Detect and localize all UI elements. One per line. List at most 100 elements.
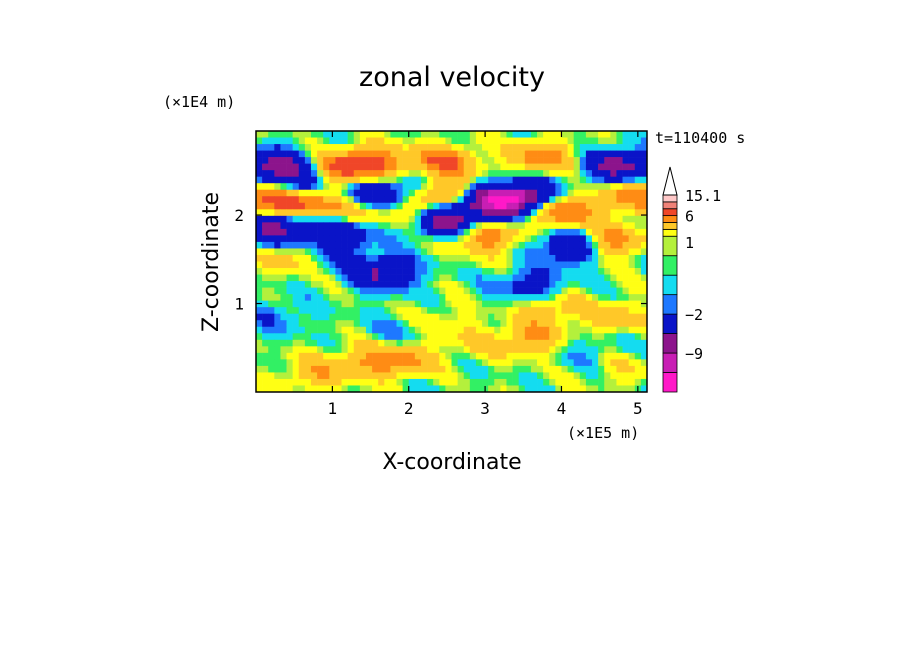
field-cell [610, 333, 617, 341]
field-cell [573, 254, 581, 262]
field-cell [372, 137, 379, 145]
field-cell [286, 202, 293, 210]
field-cell [396, 372, 403, 380]
field-cell [628, 261, 636, 269]
field-cell [488, 163, 495, 171]
field-cell [494, 215, 501, 223]
field-cell [457, 333, 465, 341]
field-cell [524, 346, 532, 354]
field-cell [628, 209, 636, 217]
field-cell [549, 385, 556, 392]
field-cell [445, 333, 452, 341]
field-cell [579, 268, 587, 275]
field-cell [408, 215, 416, 223]
field-cell [323, 228, 330, 236]
field-cell [457, 235, 465, 243]
field-cell [433, 339, 440, 347]
field-cell [292, 235, 300, 243]
field-cell [372, 294, 379, 301]
field-cell [604, 189, 611, 197]
field-cell [292, 339, 300, 347]
field-cell [469, 274, 477, 282]
field-cell [512, 339, 520, 347]
field-cell [524, 385, 532, 392]
field-cell [579, 274, 587, 282]
field-cell [549, 346, 556, 354]
field-cell [280, 144, 287, 151]
field-cell [579, 157, 587, 164]
field-cell [384, 215, 391, 223]
field-cell [292, 326, 300, 334]
field-cell [256, 144, 263, 151]
field-cell [500, 365, 507, 373]
field-cell [286, 359, 293, 367]
field-cell [518, 202, 526, 210]
field-cell [347, 144, 355, 151]
field-cell [427, 326, 434, 334]
field-cell [262, 137, 269, 145]
field-cell [427, 202, 434, 210]
field-cell [518, 320, 526, 328]
field-cell [372, 176, 379, 184]
field-cell [543, 326, 550, 334]
field-cell [280, 157, 287, 164]
field-cell [573, 339, 581, 347]
field-cell [616, 333, 623, 341]
field-cell [567, 320, 574, 328]
field-cell [543, 300, 550, 308]
field-cell [280, 215, 287, 223]
field-cell [488, 300, 495, 308]
field-cell [433, 385, 440, 392]
field-cell [512, 157, 520, 164]
field-cell [475, 294, 483, 301]
field-cell [512, 131, 520, 138]
field-cell [543, 339, 550, 347]
field-cell [256, 163, 263, 171]
field-cell [390, 307, 397, 315]
field-cell [341, 157, 348, 164]
field-cell [622, 254, 629, 262]
field-cell [445, 196, 452, 204]
field-cell [396, 248, 403, 256]
field-cell [616, 274, 623, 282]
field-cell [475, 313, 483, 321]
field-cell [604, 241, 611, 249]
field-cell [427, 196, 434, 204]
y-unit-label: (×1E4 m) [163, 93, 235, 111]
field-cell [310, 268, 318, 275]
field-cell [280, 131, 287, 138]
field-cell [506, 313, 513, 321]
field-cell [537, 261, 544, 269]
field-cell [359, 281, 367, 288]
field-cell [384, 268, 391, 275]
field-cell [616, 320, 623, 328]
field-cell [592, 137, 599, 145]
field-cell [463, 215, 471, 223]
field-cell [384, 131, 391, 138]
field-cell [561, 202, 568, 210]
field-cell [323, 209, 330, 217]
field-cell [286, 183, 293, 191]
field-cell [372, 320, 379, 328]
field-cell [359, 248, 367, 256]
field-cell [433, 313, 440, 321]
field-cell [433, 346, 440, 354]
field-cell [268, 202, 275, 210]
field-cell [390, 150, 397, 158]
field-cell [567, 307, 574, 315]
field-cell [408, 183, 416, 191]
field-cell [353, 202, 361, 210]
field-cell [414, 313, 422, 321]
field-cell [567, 313, 574, 321]
field-cell [598, 333, 605, 341]
field-cell [451, 157, 458, 164]
field-cell [518, 215, 526, 223]
field-cell [598, 365, 605, 373]
field-cell [359, 235, 367, 243]
field-cell [292, 157, 300, 164]
field-cell [292, 137, 300, 145]
field-cell [530, 352, 538, 360]
field-cell [518, 189, 526, 197]
x-tick-label: 5 [633, 399, 643, 418]
field-cell [506, 307, 513, 315]
